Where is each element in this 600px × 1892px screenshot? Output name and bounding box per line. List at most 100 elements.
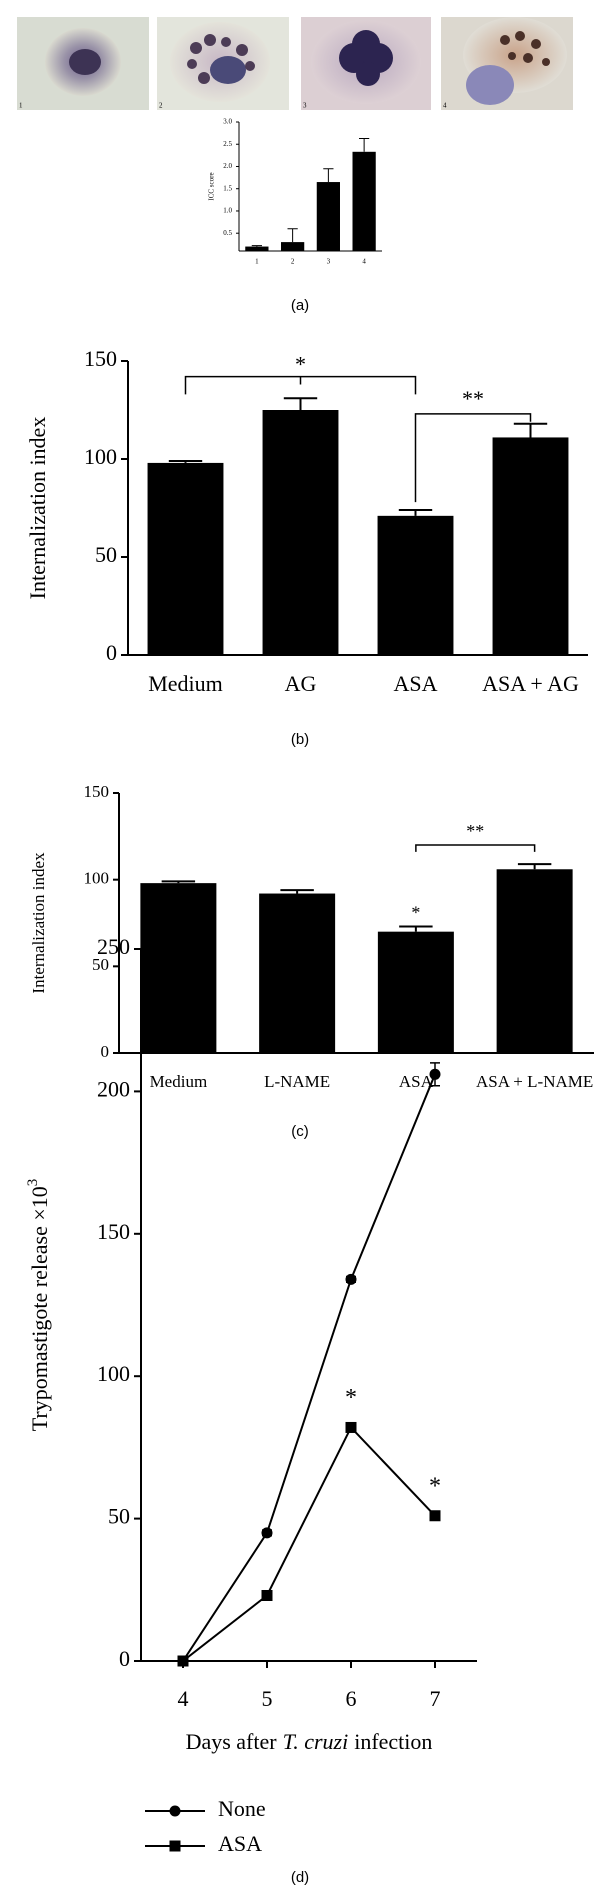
y-tick-label: 0.5 <box>223 229 232 237</box>
photo-nucleus <box>339 30 393 86</box>
y-tick-label: 3.0 <box>223 118 232 126</box>
error-bar <box>323 168 334 183</box>
x-tick-label: AG <box>285 671 317 696</box>
error-bar <box>280 889 314 894</box>
x-tick-label: 7 <box>430 1686 441 1711</box>
x-tick-label: Medium <box>148 671 223 696</box>
photo-parasites <box>500 31 550 66</box>
point <box>177 1655 189 1667</box>
error-bar <box>283 397 318 410</box>
x-axis-label: Days after T. cruzi infection <box>186 1729 433 1754</box>
photo-label: 3 <box>303 102 307 110</box>
micrographs <box>17 17 573 110</box>
photo-nucleus <box>69 49 101 75</box>
x-tick-label: 3 <box>327 258 331 266</box>
point <box>429 1068 441 1080</box>
bar <box>262 410 339 655</box>
bar <box>492 437 569 655</box>
panel-caption: (d) <box>291 1869 309 1886</box>
bar <box>147 462 224 655</box>
point <box>345 1273 357 1285</box>
x-tick-label: 5 <box>262 1686 273 1711</box>
significance-bracket <box>414 413 532 503</box>
y-tick-label: 1.5 <box>223 184 232 192</box>
y-tick-label: 2.0 <box>223 162 232 170</box>
x-tick-label: ASA + L-NAME <box>476 1072 593 1091</box>
error-bar <box>517 863 552 870</box>
point <box>429 1510 441 1522</box>
y-axis-label: Trypomastigote release ×103 <box>25 1179 52 1432</box>
x-tick-label: 1 <box>255 258 259 266</box>
x-tick-label: 2 <box>291 258 295 266</box>
series-line <box>182 1073 436 1662</box>
x-tick-label: Medium <box>150 1072 208 1091</box>
x-tick-label: ASA <box>399 1072 434 1091</box>
y-axis-label: ICC score <box>208 172 216 200</box>
y-tick-label: 150 <box>84 782 110 801</box>
y-tick-label: 150 <box>84 346 117 371</box>
significance-bracket <box>415 844 536 852</box>
point <box>261 1589 273 1601</box>
y-tick-label: 150 <box>97 1219 130 1244</box>
bar <box>496 869 573 1053</box>
y-tick-label: 50 <box>108 1504 130 1529</box>
y-tick-label: 0 <box>101 1042 110 1061</box>
significance-label: * <box>429 1473 441 1499</box>
panel-caption: (a) <box>291 297 309 314</box>
y-tick-label: 200 <box>97 1076 130 1101</box>
error-bar <box>398 508 433 516</box>
legend-label: None <box>218 1796 266 1821</box>
panel-caption: (c) <box>291 1123 309 1140</box>
significance-label: * <box>411 902 420 922</box>
legend-marker <box>169 1805 181 1817</box>
bar <box>377 931 454 1053</box>
y-axis-label: Internalization index <box>29 852 48 994</box>
error-bar <box>399 925 433 932</box>
legend-label: ASA <box>218 1831 262 1856</box>
point <box>261 1527 273 1539</box>
photo-label: 2 <box>159 102 163 110</box>
y-tick-label: 2.5 <box>223 140 232 148</box>
y-axis-label: Internalization index <box>25 417 50 600</box>
legend-marker <box>169 1840 181 1852</box>
error-bar <box>359 137 370 152</box>
significance-label: * <box>345 1385 357 1411</box>
y-tick-label: 1.0 <box>223 207 232 215</box>
y-tick-label: 100 <box>97 1361 130 1386</box>
error-bar <box>287 228 298 243</box>
error-bar <box>168 459 203 463</box>
error-bar <box>161 880 196 884</box>
photo-nucleus <box>466 65 514 105</box>
y-tick-label: 0 <box>106 640 117 665</box>
y-tick-label: 50 <box>92 955 109 974</box>
x-axis-label-part: Days after <box>186 1729 278 1754</box>
x-tick-label: 4 <box>178 1686 189 1711</box>
photo-label: 1 <box>19 102 23 110</box>
x-axis-label-part: T. cruzi <box>283 1729 349 1754</box>
y-tick-label: 250 <box>97 934 130 959</box>
panel-caption: (b) <box>291 731 309 748</box>
x-axis-label-part: infection <box>354 1729 432 1754</box>
photo-label: 4 <box>443 102 447 110</box>
bar <box>245 246 269 251</box>
photo-nucleus <box>210 56 246 84</box>
bar <box>352 151 376 251</box>
significance-label: ** <box>462 386 484 411</box>
y-tick-label: 50 <box>95 542 117 567</box>
y-axis-label-superscript: 3 <box>25 1179 41 1187</box>
error-bar <box>251 245 262 247</box>
x-tick-label: L-NAME <box>264 1072 330 1091</box>
x-tick-label: 6 <box>346 1686 357 1711</box>
x-tick-label: 4 <box>362 258 366 266</box>
y-tick-label: 0 <box>119 1646 130 1671</box>
bar <box>140 883 217 1053</box>
error-bar <box>513 422 548 438</box>
bar <box>377 515 454 655</box>
significance-label: ** <box>466 821 484 841</box>
y-tick-label: 100 <box>84 444 117 469</box>
y-tick-label: 100 <box>84 869 110 888</box>
bar <box>316 182 340 251</box>
x-tick-label: ASA + AG <box>482 671 579 696</box>
photo-parasites <box>187 34 255 84</box>
